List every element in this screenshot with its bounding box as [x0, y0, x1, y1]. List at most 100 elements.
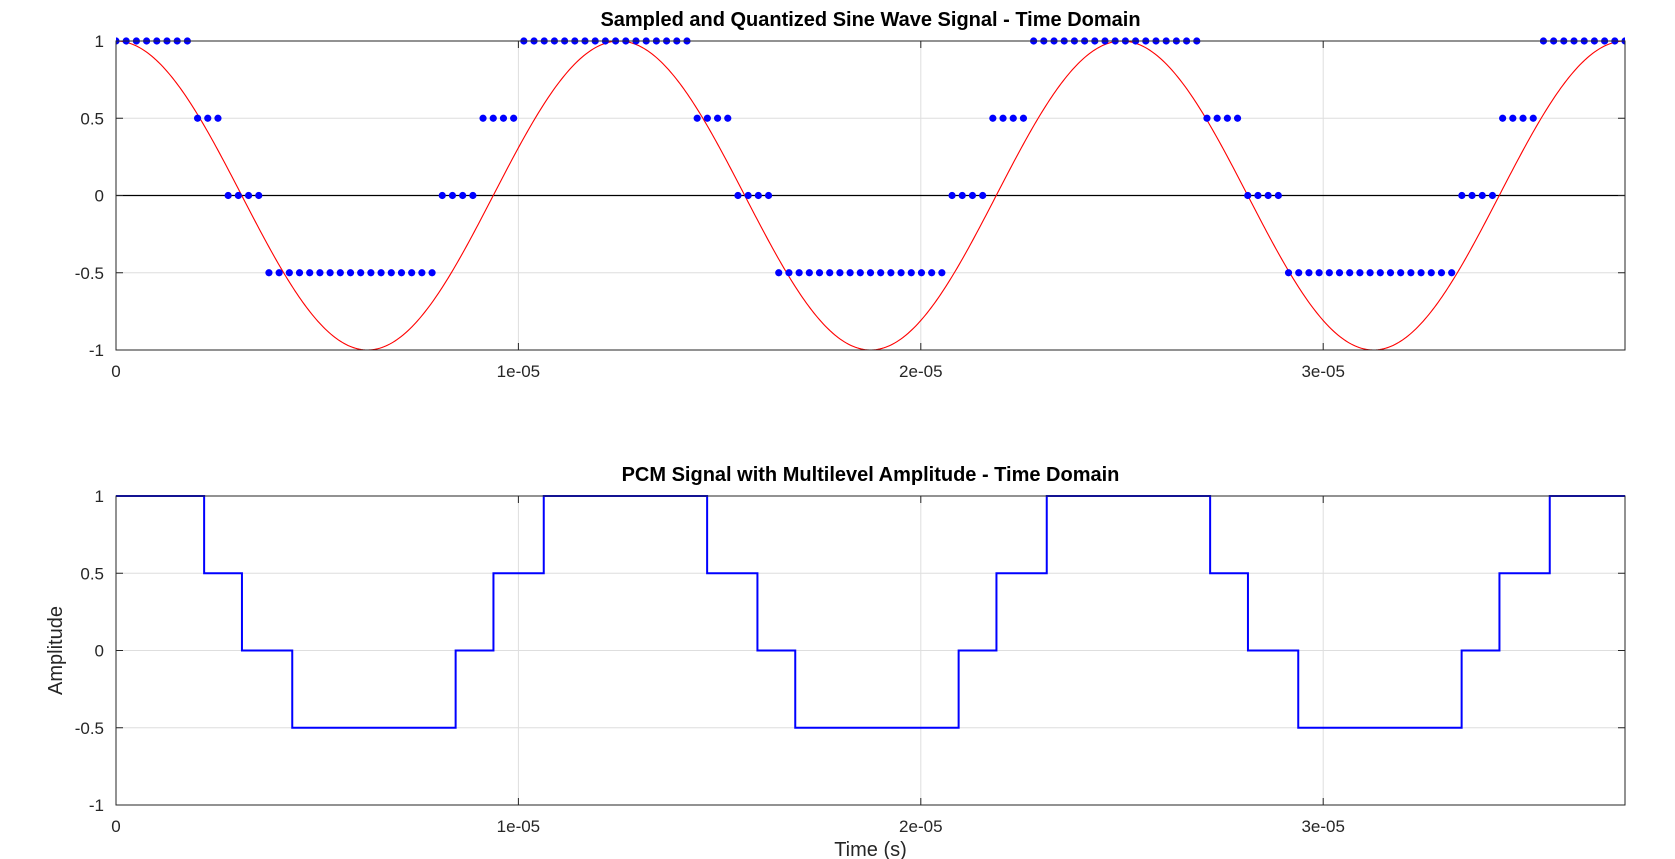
sample-point	[1417, 269, 1425, 277]
sample-point	[948, 191, 956, 200]
sample-point	[428, 269, 436, 277]
sample-point	[1274, 191, 1282, 200]
sample-point	[1376, 269, 1384, 277]
sample-point	[214, 114, 222, 122]
sample-point	[224, 191, 232, 200]
sample-point	[1448, 269, 1456, 277]
sample-point	[1213, 114, 1221, 122]
sample-point	[204, 114, 212, 122]
sample-point	[846, 269, 854, 277]
sample-point	[1356, 269, 1364, 277]
y-tick-label: 1	[95, 32, 104, 51]
sample-point	[1458, 191, 1466, 200]
sample-point	[1264, 191, 1272, 200]
sample-point	[346, 269, 355, 277]
x-tick-label: 2e-05	[899, 362, 942, 381]
sample-point	[917, 269, 926, 277]
sample-point	[703, 114, 711, 122]
y-tick-label: 1	[95, 487, 104, 506]
sample-point	[234, 191, 242, 200]
sample-point	[1529, 114, 1537, 122]
sample-point	[1315, 269, 1323, 277]
chart-sampled-quantized-sine: Sampled and Quantized Sine Wave Signal -…	[75, 9, 1626, 381]
sample-point	[754, 191, 762, 200]
sample-point	[724, 114, 732, 122]
sample-point	[1325, 269, 1333, 277]
sample-point	[979, 191, 987, 200]
sample-point	[438, 191, 446, 200]
sample-point	[408, 269, 416, 277]
sample-point	[1509, 114, 1517, 122]
sample-point	[938, 269, 946, 277]
sample-point	[744, 191, 752, 200]
sample-point	[193, 114, 202, 122]
sample-point	[295, 269, 304, 277]
sample-point	[815, 269, 824, 277]
sample-point	[1427, 269, 1435, 277]
x-tick-label: 1e-05	[497, 817, 540, 836]
sample-point	[316, 269, 324, 277]
y-tick-label: 0	[95, 187, 104, 206]
y-axis-label: Amplitude	[45, 606, 67, 695]
sample-point	[510, 114, 518, 122]
sample-point	[826, 269, 834, 277]
sample-point	[489, 114, 497, 122]
sample-point	[1437, 269, 1446, 277]
sample-point	[907, 269, 915, 277]
sample-point	[275, 269, 283, 277]
y-tick-label: -1	[89, 341, 104, 360]
sample-point	[357, 269, 365, 277]
sample-point	[856, 269, 864, 277]
sample-point	[795, 269, 803, 277]
sample-point	[306, 269, 314, 277]
y-tick-label: 0.5	[80, 564, 104, 583]
chart-title: PCM Signal with Multilevel Amplitude - T…	[622, 464, 1120, 486]
sample-point	[397, 269, 406, 277]
sample-point	[999, 114, 1007, 122]
sample-point	[326, 269, 334, 277]
sample-point	[877, 269, 885, 277]
sample-point	[866, 269, 875, 277]
sample-point	[479, 114, 487, 122]
sample-point	[775, 269, 783, 277]
x-axis-label: Time (s)	[834, 839, 907, 859]
sample-point	[1397, 269, 1405, 277]
chart-pcm-multilevel: PCM Signal with Multilevel Amplitude - T…	[45, 464, 1626, 859]
sample-point	[1284, 269, 1293, 277]
y-tick-label: -0.5	[75, 264, 104, 283]
sample-point	[928, 269, 936, 277]
series-pcm-step	[116, 495, 1625, 729]
sample-point	[887, 269, 895, 277]
sample-point	[713, 114, 722, 122]
sample-point	[499, 114, 508, 122]
sample-point	[836, 269, 844, 277]
sample-point	[1407, 269, 1415, 277]
sample-point	[785, 269, 793, 277]
sample-point	[265, 269, 273, 277]
sample-point	[244, 191, 253, 200]
sample-point	[285, 269, 293, 277]
sample-point	[1223, 114, 1231, 122]
sample-point	[805, 269, 813, 277]
sample-point	[1009, 114, 1017, 122]
sample-point	[418, 269, 426, 277]
sample-point	[1244, 191, 1252, 200]
sample-point	[764, 191, 773, 200]
sample-point	[897, 269, 905, 277]
sample-point	[1519, 114, 1527, 122]
sample-point	[968, 191, 977, 200]
sample-point	[336, 269, 344, 277]
x-tick-label: 1e-05	[497, 362, 540, 381]
y-tick-label: 0	[95, 642, 104, 661]
y-tick-label: -0.5	[75, 719, 104, 738]
sample-point	[1366, 269, 1374, 277]
sample-point	[1478, 191, 1486, 200]
x-tick-label: 3e-05	[1301, 817, 1344, 836]
x-tick-label: 3e-05	[1301, 362, 1344, 381]
sample-point	[1386, 269, 1395, 277]
sample-point	[448, 191, 457, 200]
sample-point	[255, 191, 263, 200]
x-tick-label: 0	[111, 362, 120, 381]
sample-point	[377, 269, 385, 277]
